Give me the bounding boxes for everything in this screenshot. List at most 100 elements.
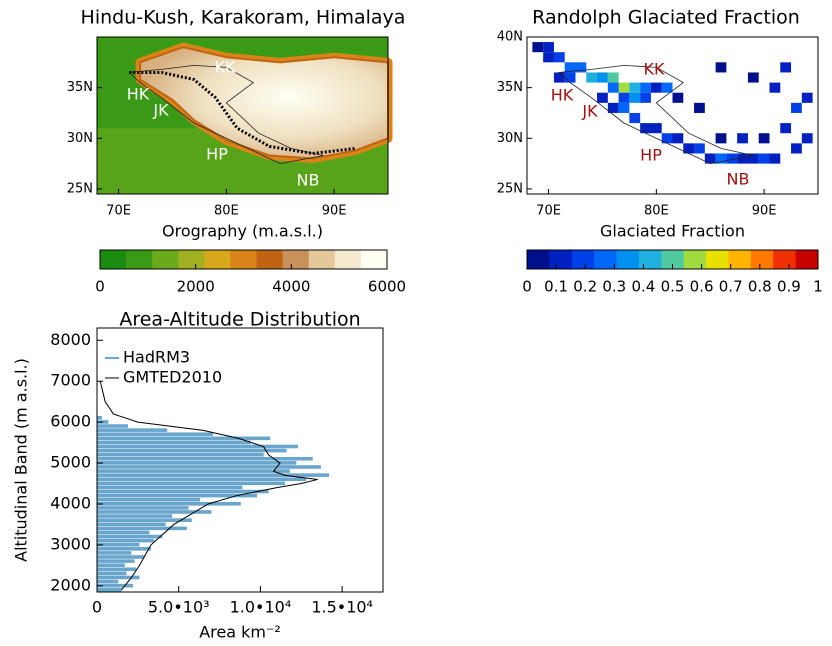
cell (608, 72, 619, 82)
y-tick-label: 35N (67, 80, 93, 95)
x-tick-label: 80E (644, 204, 669, 219)
bar (97, 416, 102, 420)
colorbar-swatch (728, 250, 751, 269)
colorbar-tick-label: 0.7 (719, 278, 743, 296)
x-tick-label: 0 (92, 598, 102, 617)
x-tick-label: 1.5•10⁴ (311, 598, 373, 617)
bar (97, 437, 270, 441)
bar (97, 502, 241, 506)
y-tick-label: 40N (497, 30, 523, 45)
bar (97, 559, 135, 563)
colorbar-tick-label: 1 (813, 278, 823, 296)
bar (97, 457, 313, 461)
cell (619, 83, 630, 93)
bar (97, 486, 242, 490)
bar (97, 477, 306, 481)
colorbar-tick-label: 0.5 (661, 278, 685, 296)
colorbar-tick-label: 0.9 (777, 278, 801, 296)
x-tick-label: 70E (106, 204, 131, 219)
cell (673, 93, 684, 103)
colorbar-swatch (594, 250, 617, 269)
cell (770, 153, 781, 163)
y-tick-label: 8000 (50, 330, 91, 349)
cell (748, 72, 759, 82)
colorbar-swatch (309, 250, 336, 269)
x-axis-label: Orography (m.a.s.l.) (162, 222, 323, 241)
bar (97, 518, 192, 522)
bar (97, 547, 151, 551)
bar (97, 563, 125, 567)
bar (97, 567, 136, 571)
region-label: HK (127, 85, 150, 104)
y-tick-label: 30N (497, 131, 523, 146)
bar (97, 531, 149, 535)
region-label: JK (152, 101, 169, 120)
colorbar-tick-label: 0 (522, 278, 532, 296)
colorbar-swatch (230, 250, 257, 269)
figure: Hindu-Kush, Karakoram, HimalayaKKHKJKHPN… (0, 0, 832, 646)
colorbar-swatch (684, 250, 707, 269)
y-tick-label: 25N (67, 181, 93, 196)
y-tick-label: 3000 (50, 534, 91, 553)
x-tick-label: 90E (322, 204, 347, 219)
cell (694, 143, 705, 153)
colorbar-swatch (527, 250, 550, 269)
y-tick-label: 30N (67, 131, 93, 146)
colorbar-swatch (335, 250, 362, 269)
bar (97, 580, 118, 584)
plot-area (97, 381, 329, 591)
cell (554, 52, 565, 62)
colorbar-tick-label: 2000 (177, 278, 215, 296)
map (97, 37, 388, 194)
cell (597, 93, 608, 103)
y-axis-label: Altitudinal Band (m a.s.l.) (12, 358, 31, 562)
bar (97, 498, 200, 502)
colorbar-swatch (549, 250, 572, 269)
x-axis-label: Area km⁻² (199, 623, 281, 642)
colorbar-swatch (100, 250, 127, 269)
region-label: HK (551, 86, 574, 105)
cell (640, 83, 651, 93)
colorbar-tick-label: 0 (95, 278, 105, 296)
y-tick-label: 6000 (50, 412, 91, 431)
y-tick-label: 2000 (50, 575, 91, 594)
panel-title: Area-Altitude Distribution (119, 309, 360, 331)
cell (586, 72, 597, 82)
cell (780, 123, 791, 133)
colorbar-tick-label: 6000 (368, 278, 406, 296)
cell (640, 93, 651, 103)
cell (737, 133, 748, 143)
region-label: JK (581, 102, 598, 121)
region-label: KK (644, 60, 665, 79)
cell (554, 72, 565, 82)
bar (97, 506, 189, 510)
cell (532, 42, 543, 52)
colorbar-tick-label: 0.8 (748, 278, 772, 296)
bar (97, 449, 287, 453)
y-tick-label: 4000 (50, 494, 91, 513)
bar (97, 453, 264, 457)
bar (97, 441, 251, 445)
cell (759, 153, 770, 163)
legend-label: HadRM3 (123, 348, 190, 367)
colorbar-tick-label: 0.1 (544, 278, 568, 296)
bar (97, 482, 285, 486)
colorbar-swatch (572, 250, 595, 269)
bar (97, 490, 269, 494)
colorbar-tick-label: 0.6 (690, 278, 714, 296)
x-tick-label: 70E (536, 204, 561, 219)
panel-title: Randolph Glaciated Fraction (532, 7, 800, 29)
colorbar-swatch (204, 250, 231, 269)
cell (565, 72, 576, 82)
cell (662, 83, 673, 93)
panel-title: Hindu-Kush, Karakoram, Himalaya (81, 7, 406, 29)
cell (619, 103, 630, 113)
bar (97, 522, 166, 526)
cell (597, 72, 608, 82)
region-label: HP (206, 145, 228, 164)
bar (97, 514, 172, 518)
y-tick-label: 7000 (50, 371, 91, 390)
cell (651, 83, 662, 93)
cell (651, 123, 662, 133)
colorbar-swatch (126, 250, 153, 269)
